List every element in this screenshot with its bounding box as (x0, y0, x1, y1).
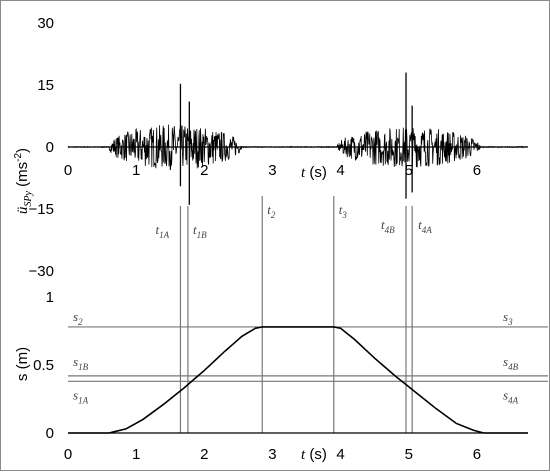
acceleration-y-tick-labels: 30 15 0 −15 −30 (29, 15, 54, 280)
displacement-x-axis-title: t (s) (301, 446, 327, 463)
reference-label-var: s (73, 354, 78, 369)
displacement-y-tick-label: 0.5 (33, 357, 54, 374)
event-label-var: t (339, 202, 343, 217)
reference-label-sub: 4A (508, 395, 519, 405)
acceleration-y-axis-close: ) (14, 148, 31, 153)
reference-label-left-s1B: s1B (73, 354, 89, 372)
event-label-sub: 3 (341, 210, 347, 220)
acceleration-x-axis-unit: (s) (309, 164, 327, 181)
displacement-x-tick-label: 1 (132, 446, 140, 463)
acceleration-x-tick-label: 6 (473, 162, 481, 179)
acceleration-x-tick-label: 1 (132, 162, 140, 179)
acceleration-y-axis-exp: -2 (13, 153, 24, 162)
acceleration-y-axis-title: üSPy (ms-2) (13, 148, 34, 214)
acceleration-y-axis-var: ü (15, 207, 31, 215)
event-label-var: t (418, 217, 422, 232)
displacement-x-tick-label: 0 (64, 446, 72, 463)
event-label-t4B: t4B (381, 217, 395, 235)
displacement-x-tick-label: 5 (405, 446, 413, 463)
displacement-y-tick-label: 0 (46, 425, 54, 442)
displacement-x-tick-label: 2 (200, 446, 208, 463)
displacement-y-tick-label: 1 (46, 289, 54, 306)
event-label-var: t (193, 222, 197, 237)
reference-label-var: s (503, 387, 508, 402)
reference-label-left-s1A: s1A (73, 387, 89, 405)
event-label-sub: 1B (197, 230, 208, 240)
displacement-x-tick-labels: 0 1 2 3 4 5 6 (64, 446, 481, 463)
reference-label-right-s1B: s4B (503, 354, 519, 372)
acceleration-x-axis-var: t (301, 165, 306, 181)
event-label-sub: 4B (385, 225, 396, 235)
reference-label-sub: 2 (78, 317, 83, 327)
acceleration-x-tick-labels: 0 1 2 3 4 5 6 (64, 162, 481, 179)
displacement-curve (67, 326, 529, 434)
acceleration-y-tick-label: 30 (37, 15, 54, 32)
acceleration-signal (67, 72, 528, 205)
reference-label-var: s (73, 309, 78, 324)
event-label-var: t (381, 217, 385, 232)
reference-label-sub: 4B (508, 362, 519, 372)
event-label-t2: t2 (267, 202, 276, 220)
acceleration-x-axis-title: t (s) (301, 164, 327, 181)
acceleration-y-tick-label: 0 (46, 139, 54, 156)
displacement-x-tick-label: 4 (336, 446, 344, 463)
displacement-x-tick-label: 6 (473, 446, 481, 463)
acceleration-y-axis-sub: SPy (23, 190, 34, 206)
reference-label-var: s (503, 354, 508, 369)
displacement-y-axis-title: s (m) (14, 347, 31, 381)
event-label-t3: t3 (339, 202, 348, 220)
acceleration-y-tick-label: −15 (29, 201, 54, 218)
event-label-t1A: t1A (155, 222, 169, 240)
reference-label-var: s (73, 387, 78, 402)
acceleration-y-tick-label: −30 (29, 263, 54, 280)
reference-label-sub: 1B (78, 362, 89, 372)
reference-label-left-s2: s2 (73, 309, 83, 327)
acceleration-y-axis-unit: (ms (14, 162, 31, 187)
reference-label-right-s2: s3 (503, 309, 513, 327)
acceleration-x-tick-label: 5 (405, 162, 413, 179)
event-label-var: t (267, 202, 271, 217)
displacement-x-axis-unit: (s) (309, 446, 327, 463)
event-label-var: t (155, 222, 159, 237)
acceleration-y-tick-label: 15 (37, 77, 54, 94)
event-label-sub: 2 (271, 210, 276, 220)
acceleration-trace (67, 124, 528, 170)
event-label-sub: 4A (422, 225, 433, 235)
displacement-y-tick-labels: 10.50 (33, 289, 54, 442)
acceleration-x-tick-label: 2 (200, 162, 208, 179)
displacement-x-tick-label: 3 (268, 446, 276, 463)
event-label-t4A: t4A (418, 217, 432, 235)
reference-label-sub: 1A (78, 395, 89, 405)
reference-label-var: s (503, 309, 508, 324)
reference-label-right-s1A: s4A (503, 387, 519, 405)
acceleration-x-tick-label: 3 (268, 162, 276, 179)
reference-label-sub: 3 (507, 317, 513, 327)
displacement-x-axis-var: t (301, 447, 306, 463)
event-label-t1B: t1B (193, 222, 207, 240)
acceleration-x-tick-label: 4 (336, 162, 344, 179)
event-label-sub: 1A (159, 230, 170, 240)
acceleration-x-tick-label: 0 (64, 162, 72, 179)
